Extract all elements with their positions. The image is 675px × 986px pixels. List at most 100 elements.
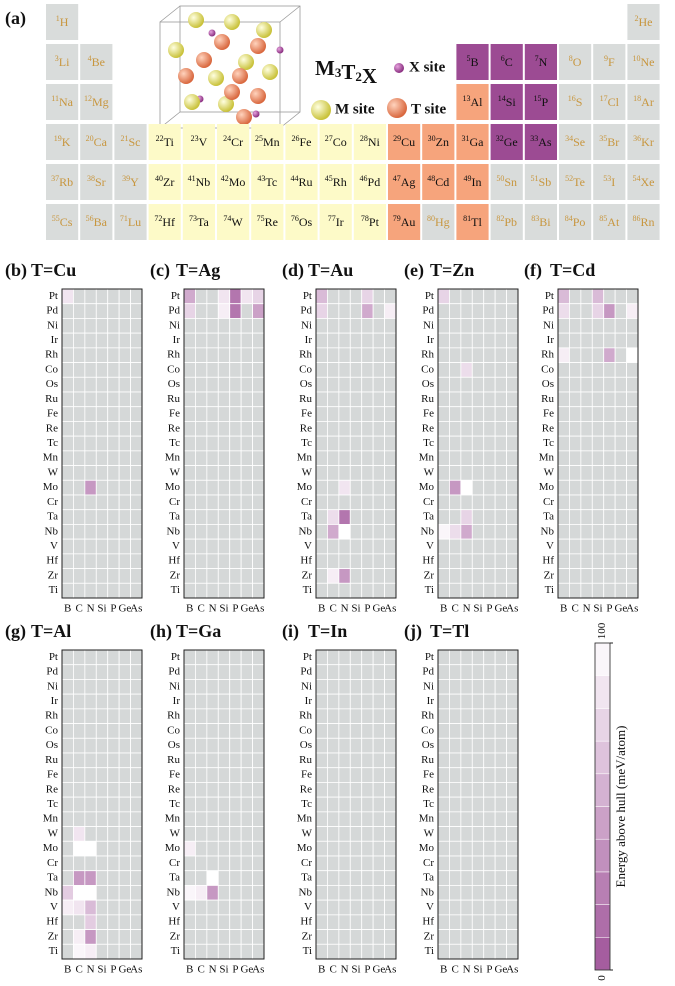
empty-cell [472, 930, 483, 945]
empty-cell [96, 451, 107, 466]
empty-cell [449, 665, 460, 680]
element-symbol: C [505, 55, 513, 69]
row-label: Tc [47, 437, 58, 449]
empty-cell [472, 569, 483, 584]
element-number: 75 [257, 214, 265, 223]
empty-cell [484, 679, 495, 694]
empty-cell [96, 569, 107, 584]
empty-cell [207, 827, 218, 842]
row-label: Hf [46, 916, 58, 928]
empty-cell [385, 333, 396, 348]
empty-cell [461, 900, 472, 915]
colorbar-band [595, 643, 610, 676]
empty-cell [495, 377, 506, 392]
row-label: Re [46, 783, 58, 795]
empty-cell [85, 377, 96, 392]
row-label: Ru [299, 754, 312, 766]
empty-cell [108, 782, 119, 797]
element-symbol: Ir [336, 215, 344, 229]
empty-cell [461, 871, 472, 886]
empty-cell [339, 797, 350, 812]
empty-cell [119, 466, 130, 481]
empty-cell [131, 856, 142, 871]
empty-cell [484, 495, 495, 510]
empty-cell [218, 363, 229, 378]
row-label: Rh [421, 710, 434, 722]
empty-cell [207, 392, 218, 407]
row-label: Rh [421, 349, 434, 361]
empty-cell [615, 466, 626, 481]
empty-cell [327, 827, 338, 842]
column-label: C [451, 603, 458, 615]
empty-cell [316, 812, 327, 827]
empty-cell [108, 900, 119, 915]
row-label: Tc [543, 437, 554, 449]
column-label: N [209, 603, 217, 615]
empty-cell [350, 451, 361, 466]
empty-cell [119, 930, 130, 945]
heat-cell [339, 510, 350, 525]
empty-cell [507, 812, 518, 827]
empty-cell [569, 363, 580, 378]
empty-cell [449, 797, 460, 812]
empty-cell [207, 768, 218, 783]
empty-cell [131, 392, 142, 407]
row-label: Tc [47, 798, 58, 810]
empty-cell [385, 289, 396, 304]
empty-cell [85, 797, 96, 812]
empty-cell [108, 709, 119, 724]
column-label: B [186, 603, 193, 615]
panel-label: (f) [524, 260, 542, 281]
empty-cell [230, 753, 241, 768]
element-number: 33 [530, 134, 538, 143]
empty-cell [581, 539, 592, 554]
empty-cell [195, 348, 206, 363]
empty-cell [507, 466, 518, 481]
empty-cell [195, 679, 206, 694]
empty-cell [230, 915, 241, 930]
empty-cell [581, 333, 592, 348]
element-number: 18 [633, 94, 641, 103]
empty-cell [449, 724, 460, 739]
element-number: 24 [223, 134, 231, 143]
empty-cell [449, 871, 460, 886]
empty-cell [131, 709, 142, 724]
empty-cell [362, 738, 373, 753]
empty-cell [507, 665, 518, 680]
empty-cell [327, 709, 338, 724]
empty-cell [195, 304, 206, 319]
empty-cell [569, 289, 580, 304]
element-symbol: I [611, 175, 615, 189]
heat-cell [85, 480, 96, 495]
empty-cell [484, 421, 495, 436]
empty-cell [484, 363, 495, 378]
empty-cell [108, 753, 119, 768]
empty-cell [327, 679, 338, 694]
empty-cell [62, 841, 73, 856]
empty-cell [461, 421, 472, 436]
empty-cell [207, 665, 218, 680]
empty-cell [472, 915, 483, 930]
row-label: Pd [422, 305, 434, 317]
empty-cell [218, 694, 229, 709]
empty-cell [96, 318, 107, 333]
empty-cell [316, 841, 327, 856]
row-label: Cr [423, 496, 434, 508]
element-symbol: Re [265, 215, 278, 229]
element-symbol: Se [573, 135, 585, 149]
empty-cell [218, 524, 229, 539]
empty-cell [438, 709, 449, 724]
empty-cell [592, 348, 603, 363]
row-label: Mo [297, 842, 313, 854]
empty-cell [119, 944, 130, 959]
empty-cell [253, 539, 264, 554]
empty-cell [85, 753, 96, 768]
row-label: Co [45, 363, 58, 375]
element-number: 83 [531, 214, 539, 223]
empty-cell [373, 738, 384, 753]
empty-cell [350, 782, 361, 797]
empty-cell [339, 304, 350, 319]
empty-cell [85, 304, 96, 319]
empty-cell [218, 856, 229, 871]
empty-cell [339, 782, 350, 797]
